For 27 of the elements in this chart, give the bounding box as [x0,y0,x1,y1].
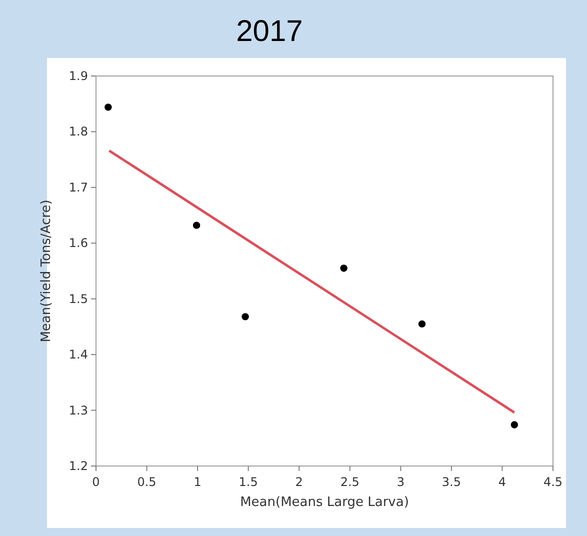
y-tick-label: 1.6 [68,236,88,250]
x-tick-label: 2.5 [340,475,360,489]
point [418,320,426,328]
point [242,313,249,320]
x-tick-label: 1.5 [238,475,258,489]
point [510,421,518,428]
x-tick-label: 3.5 [442,475,461,489]
x-tick-label: 4.5 [543,475,563,489]
x-tick-label: 3 [396,475,404,489]
point [192,222,200,229]
y-axis-title: Mean(Yield Tons/Acre) [39,200,54,342]
x-tick-label: 1 [194,475,202,489]
x-axis-title: Mean(Means Large Larva) [240,495,409,510]
x-tick-label: 2 [295,475,303,489]
x-tick-label: 0 [92,475,100,489]
y-tick-label: 1.7 [68,180,88,194]
y-tick-label: 1.2 [68,459,88,473]
x-tick-label: 0.5 [137,475,156,489]
y-tick-label: 1.3 [68,403,88,418]
point [340,264,348,272]
point [104,104,112,111]
y-tick-label: 1.9 [68,69,88,83]
x-tick-label: 4 [498,475,506,489]
chart-title: 2017 [236,15,303,48]
y-tick-label: 1.8 [68,124,88,139]
y-tick-label: 1.4 [68,348,88,362]
y-tick-label: 1.5 [68,292,88,306]
